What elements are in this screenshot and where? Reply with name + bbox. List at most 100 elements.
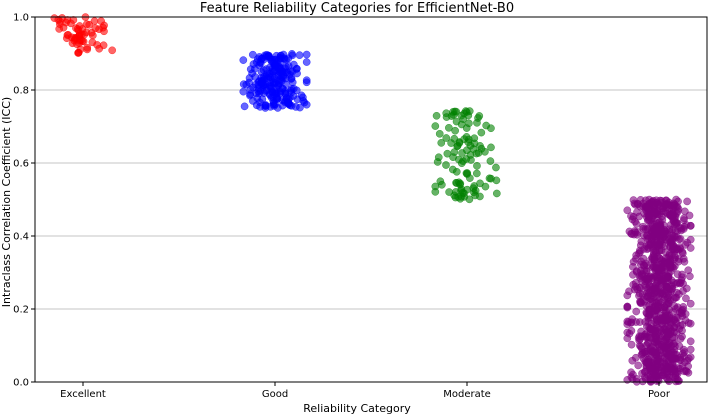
data-point (656, 222, 665, 231)
data-point (240, 102, 249, 111)
data-point (475, 112, 484, 120)
data-point (289, 60, 298, 69)
data-point (476, 192, 484, 201)
data-point (282, 94, 291, 103)
series-excellent (50, 13, 117, 57)
data-point (432, 111, 441, 120)
data-point (645, 288, 653, 297)
data-point (652, 363, 660, 372)
data-point (256, 102, 264, 111)
data-point (83, 43, 92, 52)
data-point (302, 78, 311, 87)
data-point (623, 320, 632, 329)
data-point (67, 19, 75, 28)
data-point (437, 180, 446, 189)
chart-title: Feature Reliability Categories for Effic… (200, 1, 514, 16)
data-point (684, 354, 693, 363)
data-point (672, 350, 681, 359)
y-tick-label: 0.4 (13, 232, 29, 243)
data-point (108, 46, 117, 55)
data-point (645, 301, 654, 310)
data-point (652, 299, 660, 307)
data-point (459, 115, 468, 123)
data-point (684, 362, 692, 371)
data-point (639, 224, 648, 233)
data-point (275, 68, 284, 76)
data-point (678, 326, 686, 335)
data-point (632, 254, 640, 263)
data-point (627, 340, 636, 349)
data-point (636, 196, 645, 204)
data-point (254, 78, 263, 86)
data-point (482, 121, 491, 130)
data-point (455, 138, 464, 146)
data-point (293, 69, 301, 78)
data-point (668, 284, 677, 293)
data-point (668, 245, 677, 254)
data-point (245, 78, 253, 87)
data-point (684, 319, 693, 327)
data-point (686, 272, 694, 281)
data-point (644, 212, 653, 221)
x-tick-label: Poor (648, 389, 671, 400)
data-point (686, 299, 695, 308)
data-point (647, 320, 656, 328)
data-point (679, 303, 688, 311)
data-point (674, 278, 682, 287)
data-point (628, 356, 637, 365)
x-axis-label: Reliability Category (303, 402, 411, 415)
data-point (249, 83, 258, 92)
data-point (651, 307, 660, 315)
data-point (266, 63, 274, 72)
data-point (472, 169, 481, 178)
data-point (678, 248, 687, 256)
data-points (50, 13, 695, 386)
plot-frame (34, 16, 708, 383)
data-point (58, 14, 66, 22)
data-point (662, 199, 671, 208)
series-poor (623, 195, 695, 386)
data-point (463, 169, 472, 177)
data-point (653, 252, 662, 261)
data-point (452, 167, 461, 176)
data-point (651, 327, 659, 336)
data-point (648, 220, 656, 229)
data-point (75, 36, 84, 45)
data-point (451, 126, 459, 135)
data-point (686, 337, 695, 346)
data-point (302, 58, 311, 66)
data-point (680, 348, 689, 356)
data-point (59, 23, 68, 32)
data-point (659, 362, 668, 371)
data-point (473, 161, 481, 170)
data-point (641, 277, 650, 286)
data-point (632, 307, 641, 316)
data-point (253, 55, 262, 63)
data-point (630, 230, 638, 239)
data-point (664, 258, 673, 267)
data-point (492, 176, 501, 185)
y-tick-label: 0.8 (13, 86, 29, 97)
data-point (442, 134, 451, 142)
data-point (476, 142, 484, 150)
data-point (492, 189, 501, 198)
data-point (623, 291, 632, 300)
data-point (295, 51, 304, 60)
data-point (82, 20, 91, 29)
series-moderate (431, 107, 501, 204)
y-tick-label: 0.0 (13, 378, 29, 389)
data-point (442, 109, 451, 118)
data-point (678, 270, 686, 279)
data-point (644, 244, 653, 252)
data-point (646, 272, 655, 281)
data-point (90, 17, 99, 25)
data-point (668, 225, 677, 234)
data-point (686, 235, 695, 244)
data-point (481, 182, 490, 191)
data-point (676, 334, 685, 343)
data-point (470, 188, 478, 197)
data-point (632, 318, 640, 326)
axes: 0.0 0.2 0.4 0.6 0.8 1.0 Excellent Good Moderate P… (13, 13, 671, 401)
data-point (287, 85, 296, 93)
